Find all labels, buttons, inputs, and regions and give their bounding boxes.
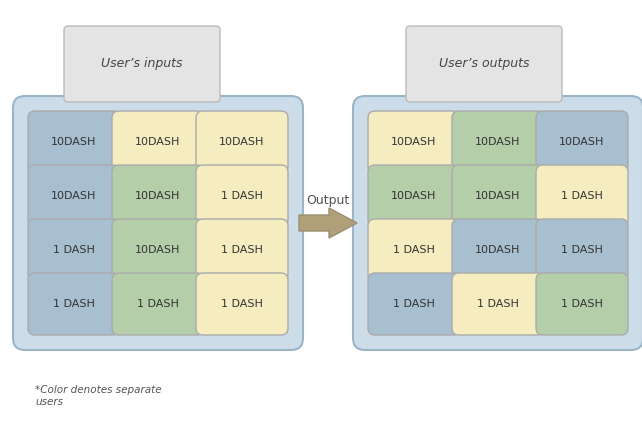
FancyBboxPatch shape xyxy=(13,96,303,350)
Text: 1 DASH: 1 DASH xyxy=(477,299,519,309)
Text: 1 DASH: 1 DASH xyxy=(221,299,263,309)
FancyBboxPatch shape xyxy=(196,219,288,281)
Text: 1 DASH: 1 DASH xyxy=(221,191,263,201)
FancyBboxPatch shape xyxy=(196,273,288,335)
FancyBboxPatch shape xyxy=(536,219,628,281)
Text: 1 DASH: 1 DASH xyxy=(561,191,603,201)
Text: 10DASH: 10DASH xyxy=(135,191,180,201)
FancyArrow shape xyxy=(299,208,357,238)
FancyBboxPatch shape xyxy=(536,165,628,227)
Text: 1 DASH: 1 DASH xyxy=(561,245,603,255)
Text: 10DASH: 10DASH xyxy=(51,137,97,147)
FancyBboxPatch shape xyxy=(406,26,562,102)
FancyBboxPatch shape xyxy=(368,273,460,335)
Text: 1 DASH: 1 DASH xyxy=(393,299,435,309)
Text: 10DASH: 10DASH xyxy=(475,137,521,147)
FancyBboxPatch shape xyxy=(452,273,544,335)
Text: 1 DASH: 1 DASH xyxy=(561,299,603,309)
Text: 1 DASH: 1 DASH xyxy=(393,245,435,255)
FancyBboxPatch shape xyxy=(353,96,642,350)
FancyBboxPatch shape xyxy=(368,165,460,227)
FancyBboxPatch shape xyxy=(452,219,544,281)
Text: 10DASH: 10DASH xyxy=(392,137,437,147)
FancyBboxPatch shape xyxy=(112,273,204,335)
Text: 1 DASH: 1 DASH xyxy=(53,245,95,255)
FancyBboxPatch shape xyxy=(28,165,120,227)
Text: Output: Output xyxy=(306,194,350,207)
Text: 10DASH: 10DASH xyxy=(51,191,97,201)
FancyBboxPatch shape xyxy=(196,165,288,227)
FancyBboxPatch shape xyxy=(28,111,120,173)
FancyBboxPatch shape xyxy=(112,111,204,173)
FancyBboxPatch shape xyxy=(28,273,120,335)
FancyBboxPatch shape xyxy=(452,165,544,227)
Text: User’s inputs: User’s inputs xyxy=(101,58,183,71)
Text: 1 DASH: 1 DASH xyxy=(53,299,95,309)
FancyBboxPatch shape xyxy=(112,165,204,227)
FancyBboxPatch shape xyxy=(28,219,120,281)
Text: 10DASH: 10DASH xyxy=(475,245,521,255)
Text: 10DASH: 10DASH xyxy=(220,137,265,147)
Text: 10DASH: 10DASH xyxy=(135,245,180,255)
FancyBboxPatch shape xyxy=(536,111,628,173)
Text: 10DASH: 10DASH xyxy=(135,137,180,147)
FancyBboxPatch shape xyxy=(64,26,220,102)
FancyBboxPatch shape xyxy=(112,219,204,281)
FancyBboxPatch shape xyxy=(536,273,628,335)
Text: User’s outputs: User’s outputs xyxy=(438,58,529,71)
FancyBboxPatch shape xyxy=(368,219,460,281)
Text: 10DASH: 10DASH xyxy=(392,191,437,201)
Text: 1 DASH: 1 DASH xyxy=(221,245,263,255)
Text: 1 DASH: 1 DASH xyxy=(137,299,179,309)
FancyBboxPatch shape xyxy=(196,111,288,173)
FancyBboxPatch shape xyxy=(452,111,544,173)
Text: *Color denotes separate
users: *Color denotes separate users xyxy=(35,385,162,407)
FancyBboxPatch shape xyxy=(368,111,460,173)
Text: 10DASH: 10DASH xyxy=(475,191,521,201)
Text: 10DASH: 10DASH xyxy=(559,137,605,147)
